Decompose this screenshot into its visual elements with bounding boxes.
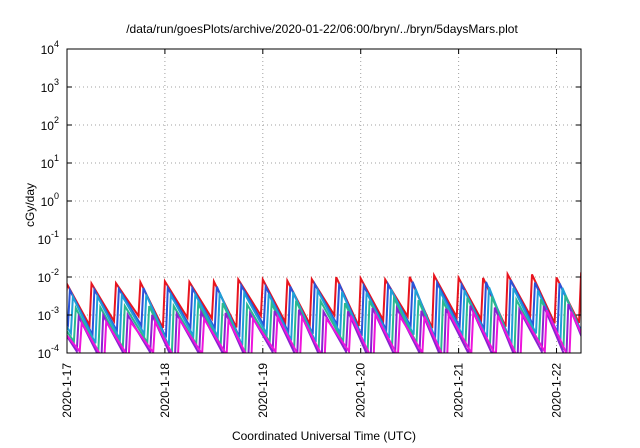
series-layer: [67, 270, 581, 353]
series-line: [67, 286, 581, 347]
y-tick-label: 102: [41, 115, 59, 133]
y-tick-label: 10-3: [38, 305, 59, 323]
y-tick-label: 10-4: [38, 343, 59, 361]
y-tick-label: 104: [41, 39, 59, 57]
x-tick-label: 2020-1-21: [452, 363, 466, 418]
y-tick-label: 10-1: [38, 229, 59, 247]
x-tick-label: 2020-1-18: [158, 363, 172, 418]
x-tick-label: 2020-1-20: [354, 363, 368, 418]
y-axis-label: cGy/day: [23, 183, 37, 227]
y-tick-label: 103: [41, 77, 59, 95]
y-tick-label: 10-2: [38, 267, 59, 285]
y-axis: 10-4 10-3 10-2 10-1 100 101 102 103 104: [38, 39, 581, 361]
x-tick-label: 2020-1-22: [550, 363, 564, 418]
y-tick-label: 100: [41, 191, 59, 209]
x-axis-label: Coordinated Universal Time (UTC): [232, 429, 416, 443]
grid-lines: [66, 49, 581, 353]
x-tick-label: 2020-1-19: [256, 363, 270, 418]
chart-title: /data/run/goesPlots/archive/2020-01-22/0…: [126, 22, 518, 36]
series-line: [67, 308, 581, 353]
x-axis: 2020-1-17 2020-1-18 2020-1-19 2020-1-20 2020…: [60, 49, 564, 418]
y-tick-label: 101: [41, 153, 59, 171]
series-line: [67, 294, 581, 353]
x-tick-label: 2020-1-17: [60, 363, 74, 418]
